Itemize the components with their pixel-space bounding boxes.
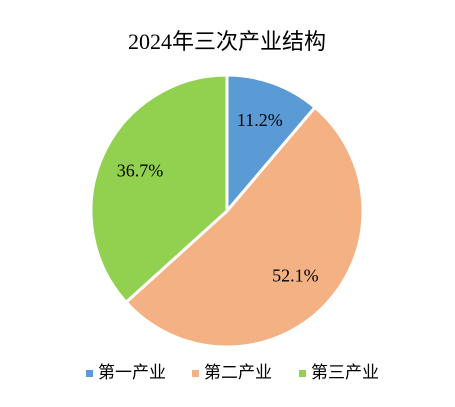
data-label: 11.2% bbox=[237, 110, 283, 130]
legend-marker bbox=[299, 370, 306, 377]
pie-slice bbox=[225, 73, 318, 216]
chart-title: 2024年三次产业结构 bbox=[128, 29, 326, 54]
legend-label: 第一产业 bbox=[98, 363, 166, 382]
legend-label: 第二产业 bbox=[204, 363, 272, 382]
legend-marker bbox=[86, 370, 93, 377]
legend-label: 第三产业 bbox=[311, 363, 379, 382]
data-label: 52.1% bbox=[272, 265, 319, 285]
pie-slice bbox=[89, 73, 229, 305]
data-label: 36.7% bbox=[117, 160, 164, 180]
legend-marker bbox=[192, 370, 199, 377]
pie-slice bbox=[124, 105, 365, 349]
